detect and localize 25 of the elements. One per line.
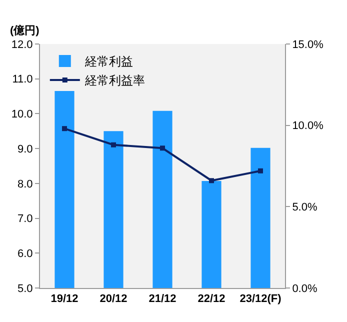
y2-tick-label: 15.0%	[292, 38, 324, 51]
x-tick-label: 21/12	[148, 293, 176, 306]
y2-tick-label: 5.0%	[292, 202, 318, 214]
point	[160, 146, 165, 151]
y-tick-label: 11.0	[12, 74, 33, 86]
y-tick-label: 10.0	[11, 108, 33, 121]
y-tick-label: 7.0	[18, 213, 33, 226]
legend-label: 経常利益	[84, 54, 133, 69]
point	[258, 168, 263, 174]
x-tick-label: 20/12	[100, 293, 128, 306]
y-axis-title: (億円)	[10, 24, 40, 37]
point	[62, 126, 67, 132]
y-tick-label: 6.0	[18, 248, 33, 260]
legend-label: 経常利益率	[84, 74, 145, 88]
y-tick-label: 9.0	[18, 143, 33, 156]
x-tick-label: 23/12(F)	[240, 293, 282, 306]
point	[111, 142, 116, 148]
y2-tick-label: 0.0%	[292, 282, 318, 295]
y-tick-label: 5.0	[18, 282, 33, 295]
point	[209, 178, 214, 184]
y2-tick-label: 10.0%	[292, 120, 324, 132]
y-tick-label: 12.0	[11, 38, 33, 51]
x-tick-label: 22/12	[198, 293, 226, 306]
x-tick-label: 19/12	[50, 293, 78, 306]
y-tick-label: 8.0	[18, 178, 33, 190]
